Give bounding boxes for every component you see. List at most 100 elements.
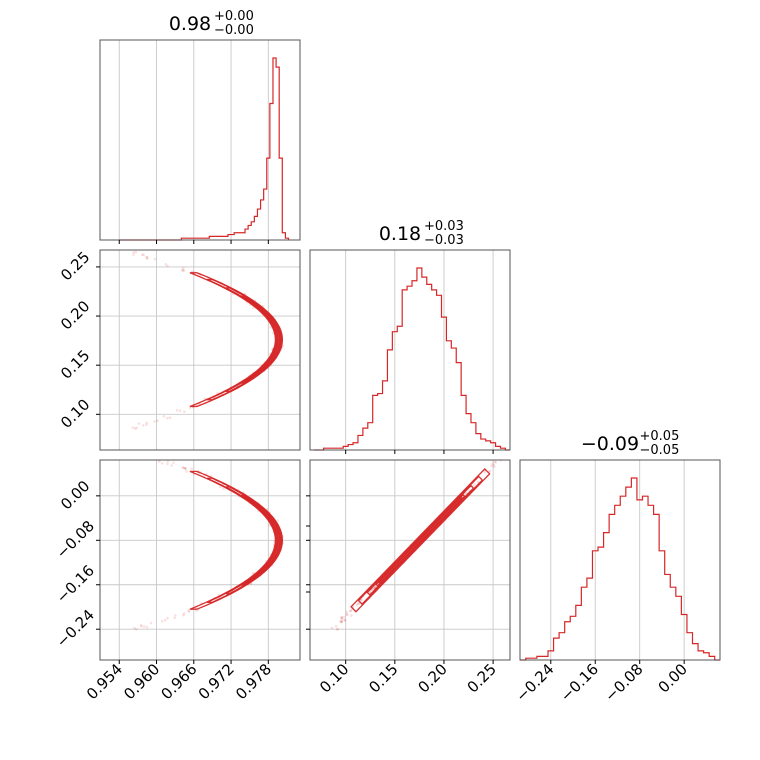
scatter-point-1-0 (178, 409, 182, 413)
scatter-point-2-1 (330, 626, 334, 630)
scatter-point-2-0 (139, 624, 143, 627)
scatter-point-2-1 (346, 613, 349, 617)
scatter-point-2-1 (349, 609, 352, 613)
scatter-point-2-0 (142, 625, 146, 628)
scatter-point-2-1 (336, 627, 339, 631)
scatter-point-2-0 (140, 624, 143, 628)
x-tick-label-2-2: −0.08 (601, 660, 646, 705)
scatter-point-2-0 (187, 609, 190, 612)
panel-title-upper-2: +0.05 (640, 429, 680, 444)
scatter-point-2-1 (508, 452, 511, 455)
scatter-point-2-0 (133, 626, 136, 630)
scatter-point-2-0 (145, 452, 148, 455)
y-tick-label-2-0: −0.24 (53, 606, 98, 651)
scatter-point-2-1 (504, 451, 507, 454)
scatter-point-1-0 (132, 253, 135, 256)
x-tick-label-1-3: 0.25 (464, 660, 500, 696)
scatter-point-2-1 (493, 460, 497, 464)
scatter-point-2-0 (187, 610, 191, 613)
scatter-point-2-1 (343, 618, 347, 622)
scatter-point-2-0 (190, 467, 193, 470)
y-tick-label-2-2: −0.08 (53, 517, 98, 562)
scatter-point-2-1 (497, 455, 500, 458)
panel-title-upper-1: +0.03 (424, 219, 464, 234)
scatter-point-2-1 (340, 616, 344, 620)
scatter-point-2-0 (161, 457, 164, 460)
x-tick-label-0-0: 0.954 (83, 660, 126, 703)
scatter-point-2-0 (172, 461, 175, 464)
panel-title-lower-0: −0.00 (214, 23, 254, 38)
scatter-point-2-1 (345, 612, 348, 616)
scatter-point-1-0 (153, 420, 156, 423)
scatter-point-1-0 (166, 264, 169, 268)
scatter-point-2-1 (492, 464, 496, 467)
scatter-point-2-0 (181, 466, 185, 469)
scatter-point-1-0 (269, 326, 272, 329)
scatter-point-2-1 (473, 482, 476, 486)
panel-data-1-0 (131, 250, 285, 430)
scatter-point-2-1 (349, 609, 352, 613)
scatter-point-2-1 (501, 457, 504, 460)
ridge-core-2-1 (377, 496, 463, 585)
histogram-1 (313, 267, 510, 451)
scatter-point-1-0 (134, 250, 138, 254)
x-tick-label-0-2: 0.966 (158, 660, 201, 703)
scatter-point-2-1 (355, 603, 358, 607)
contour-1-0-3 (189, 272, 284, 408)
x-tick-label-1-0: 0.10 (316, 660, 352, 696)
scatter-point-2-1 (340, 620, 343, 624)
scatter-point-2-1 (334, 624, 338, 628)
y-tick-label-1-2: 0.20 (57, 297, 93, 333)
panel-frame-2-2 (519, 459, 721, 661)
scatter-point-1-0 (145, 421, 149, 425)
scatter-point-1-0 (141, 253, 144, 256)
scatter-point-2-1 (340, 620, 344, 623)
scatter-point-1-0 (145, 423, 148, 427)
panel-data-2-0 (133, 452, 284, 631)
panel-frame-2-1 (309, 459, 511, 661)
scatter-point-2-1 (477, 480, 480, 483)
scatter-point-2-1 (483, 470, 487, 474)
contour-2-1-2 (357, 475, 484, 606)
frame-layer (99, 39, 721, 661)
scatter-point-2-0 (181, 466, 185, 470)
scatter-point-2-1 (339, 619, 342, 623)
scatter-point-2-0 (150, 457, 153, 460)
x-tick-label-1-1: 0.15 (365, 660, 401, 696)
y-tick-label-1-1: 0.15 (57, 346, 93, 382)
panel-frame-0-0 (99, 39, 301, 241)
scatter-point-1-0 (181, 268, 185, 272)
scatter-point-1-0 (132, 251, 135, 254)
panel-title-lower-1: −0.03 (424, 233, 464, 248)
scatter-point-2-1 (501, 452, 504, 455)
scatter-point-1-0 (137, 422, 141, 425)
scatter-point-2-0 (219, 485, 222, 489)
scatter-point-2-1 (464, 492, 468, 495)
y-tick-label-1-3: 0.25 (57, 248, 93, 284)
panel-frame-1-0 (99, 249, 301, 451)
scatter-point-2-0 (183, 466, 187, 470)
scatter-point-2-1 (490, 464, 493, 468)
x-tick-label-1-2: 0.20 (414, 660, 450, 696)
scatter-point-2-0 (252, 571, 255, 575)
scatter-point-1-0 (133, 427, 137, 430)
scatter-point-2-1 (492, 465, 496, 469)
scatter-point-2-0 (145, 625, 149, 629)
scatter-point-1-0 (146, 257, 149, 261)
scatter-point-2-0 (139, 452, 142, 455)
grid-layer (100, 40, 685, 660)
panel-title-upper-0: +0.00 (214, 9, 254, 24)
scatter-point-2-0 (184, 466, 187, 470)
scatter-point-2-1 (340, 616, 344, 619)
scatter-point-1-0 (166, 416, 169, 420)
y-tick-label-2-1: −0.16 (53, 561, 98, 606)
title-layer: 0.98 +0.00−0.00 0.18 +0.03−0.03 −0.09 +0.05−0… (169, 9, 680, 458)
x-tick-label-0-4: 0.978 (232, 660, 275, 703)
contour-2-1-1 (366, 484, 475, 596)
scatter-point-2-1 (340, 620, 343, 624)
scatter-point-2-0 (166, 462, 169, 466)
scatter-point-2-1 (340, 616, 343, 619)
scatter-point-2-1 (336, 628, 339, 631)
scatter-point-2-0 (166, 460, 170, 463)
scatter-point-2-1 (340, 618, 344, 621)
